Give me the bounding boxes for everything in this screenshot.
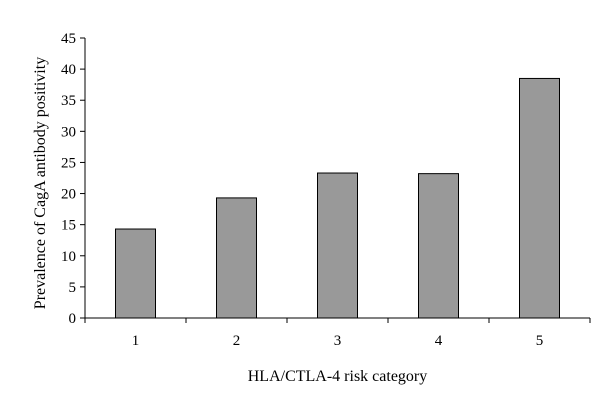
y-axis-ticks: 0 5 10 15 20 25 30 35 40 45	[61, 31, 85, 327]
y-tick-label: 0	[69, 311, 77, 327]
y-tick-label: 40	[61, 62, 76, 78]
y-tick-label: 15	[61, 218, 76, 234]
x-tick-label: 2	[233, 333, 241, 349]
y-tick-label: 10	[61, 249, 76, 265]
bar-category-1	[115, 228, 156, 319]
y-tick-label: 30	[61, 124, 76, 140]
y-tick-label: 45	[61, 31, 76, 47]
y-tick-label: 5	[69, 280, 77, 296]
bar-category-4	[418, 173, 459, 319]
x-tick-label: 1	[132, 333, 140, 349]
bars-layer	[115, 77, 560, 319]
x-tick-label: 5	[536, 333, 544, 349]
y-tick-label: 25	[61, 155, 76, 171]
bar-category-3	[317, 172, 358, 319]
x-tick-label: 3	[334, 333, 342, 349]
x-axis-ticks: 1 2 3 4 5	[84, 318, 591, 349]
x-tick-label: 4	[435, 333, 443, 349]
bar-category-5	[519, 77, 560, 319]
y-axis-title: Prevalence of CagA antibody positivity	[32, 57, 49, 309]
x-axis-title: HLA/CTLA-4 risk category	[248, 368, 428, 385]
y-tick-label: 20	[61, 187, 76, 203]
y-tick-label: 35	[61, 93, 76, 109]
bar-category-2	[216, 197, 257, 319]
